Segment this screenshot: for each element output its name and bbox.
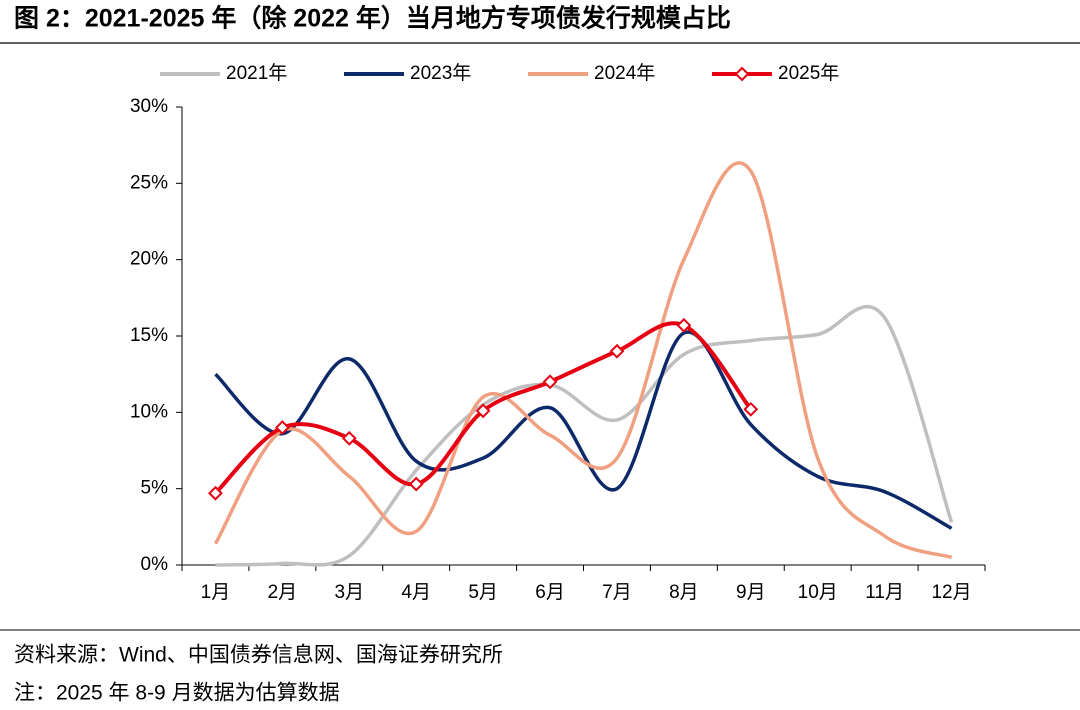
legend-label: 2025年: [778, 62, 839, 84]
y-tick-label: 25%: [130, 172, 168, 193]
x-tick-label: 5月: [468, 582, 498, 603]
x-tick-label: 2月: [268, 582, 298, 603]
note: 注：2025 年 8-9 月数据为估算数据: [14, 682, 340, 705]
marker: [475, 403, 491, 419]
legend-label: 2024年: [594, 62, 655, 84]
x-tick-label: 8月: [669, 582, 699, 603]
marker: [208, 485, 223, 501]
x-tick-label: 6月: [535, 582, 565, 603]
x-tick-label: 4月: [401, 582, 431, 603]
marker: [542, 374, 558, 390]
series-line: [215, 304, 954, 567]
y-tick-label: 20%: [130, 249, 168, 270]
y-tick-label: 10%: [130, 401, 168, 422]
series-line: [213, 161, 953, 560]
legend-label: 2023年: [410, 62, 471, 84]
marker: [341, 430, 357, 446]
x-tick-label: 10月: [798, 582, 838, 603]
y-tick-label: 15%: [130, 325, 168, 346]
x-tick-label: 1月: [201, 582, 231, 603]
marker: [408, 476, 424, 492]
marker: [274, 420, 290, 436]
y-tick-label: 0%: [141, 554, 169, 575]
x-tick-label: 11月: [865, 582, 904, 603]
y-tick-label: 30%: [130, 96, 168, 117]
chart-title: 图 2：2021-2025 年（除 2022 年）当月地方专项债发行规模占比: [14, 4, 731, 33]
x-tick-label: 3月: [335, 582, 365, 603]
y-tick-label: 5%: [141, 478, 169, 499]
x-tick-label: 9月: [736, 582, 766, 603]
x-tick-label: 7月: [602, 582, 632, 603]
x-tick-label: 12月: [931, 582, 971, 603]
legend-label: 2021年: [226, 62, 287, 84]
source: 资料来源：Wind、中国债券信息网、国海证券研究所: [14, 644, 503, 667]
marker: [676, 317, 692, 333]
marker: [743, 401, 759, 417]
series-line: [214, 330, 953, 530]
legend-marker: [734, 66, 750, 82]
marker: [609, 343, 625, 359]
